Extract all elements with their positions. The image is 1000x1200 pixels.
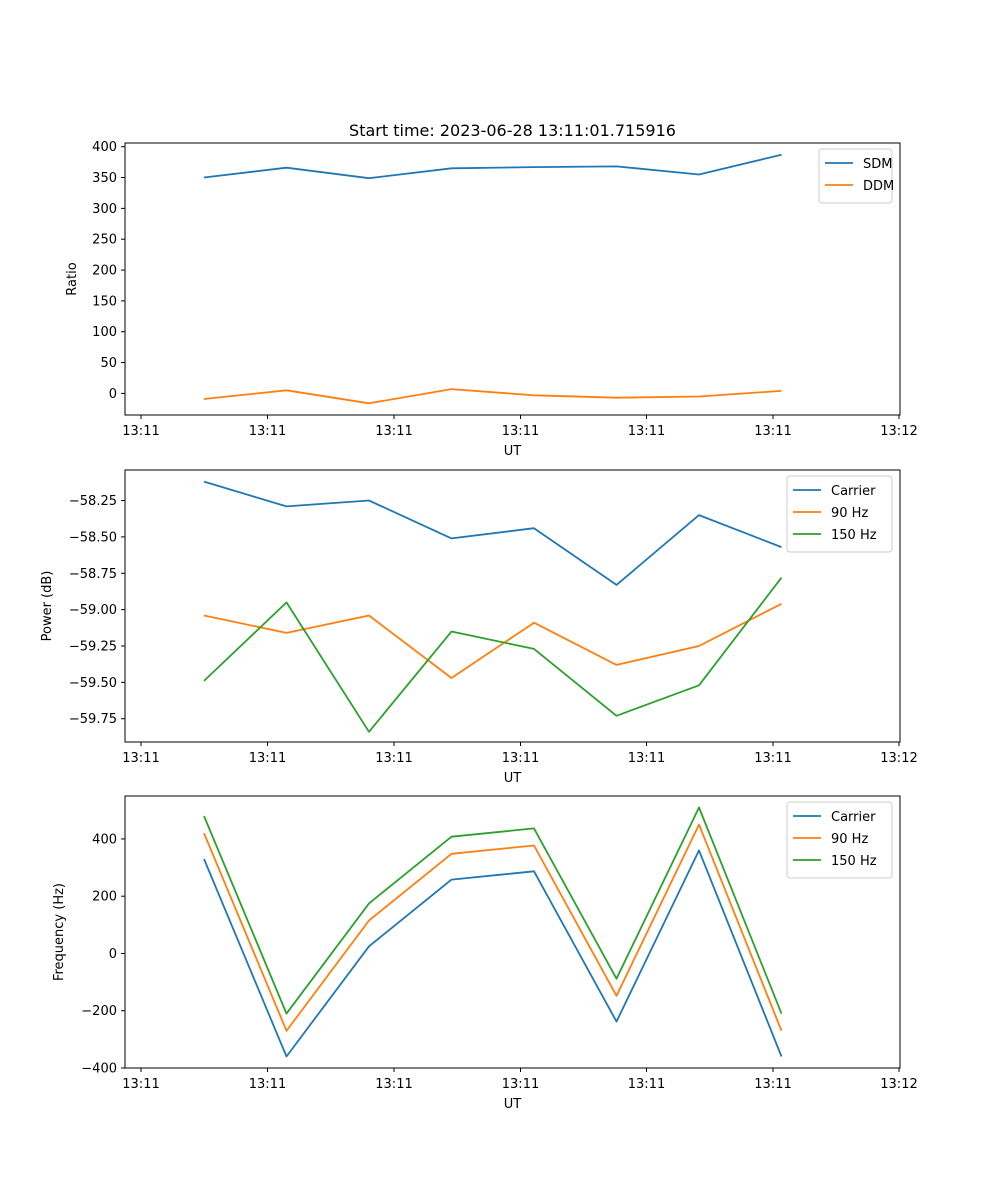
x-tick-label: 13:11 bbox=[249, 424, 286, 439]
y-tick-label: 300 bbox=[92, 202, 117, 217]
panels: 13:11 13:11 13:11 13:11 13:11 13:11 13:12 0 50 10… bbox=[40, 140, 918, 1112]
plot-frame bbox=[124, 469, 901, 743]
y-tick-label: 400 bbox=[92, 140, 117, 155]
x-tick-label: 13:11 bbox=[249, 1077, 286, 1092]
chart-panel-1: 13:11 13:11 13:11 13:11 13:11 13:11 13:12 0 50 10… bbox=[65, 140, 918, 459]
y-tick-label: 100 bbox=[92, 325, 117, 340]
x-tick-label: 13:11 bbox=[502, 1077, 539, 1092]
legend-label: 150 Hz bbox=[831, 528, 877, 543]
legend: Carrier 90 Hz 150 Hz bbox=[786, 475, 893, 553]
x-tick-label: 13:11 bbox=[502, 424, 539, 439]
y-tick-label: 400 bbox=[92, 832, 117, 847]
plot-frame bbox=[124, 795, 901, 1069]
y-tick-label: −400 bbox=[81, 1062, 117, 1077]
series-line-carrier bbox=[203, 480, 782, 586]
x-tick-label: 13:12 bbox=[880, 751, 917, 766]
y-tick-label: 150 bbox=[92, 294, 117, 309]
x-tick-label: 13:11 bbox=[249, 751, 286, 766]
x-tick-label: 13:11 bbox=[122, 424, 159, 439]
y-axis-label: Frequency (Hz) bbox=[52, 883, 67, 981]
y-tick-label: −59.50 bbox=[69, 676, 117, 691]
x-axis-label: UT bbox=[504, 771, 522, 786]
series-line-sdm bbox=[203, 153, 782, 180]
x-tick-label: 13:11 bbox=[628, 751, 665, 766]
y-tick-label: 350 bbox=[92, 171, 117, 186]
x-axis-label: UT bbox=[504, 1097, 522, 1112]
x-axis-label: UT bbox=[504, 444, 522, 459]
figure-title: Start time: 2023-06-28 13:11:01.715916 bbox=[349, 121, 676, 140]
y-tick-label: −58.25 bbox=[69, 494, 117, 509]
y-tick-label: 50 bbox=[100, 356, 117, 371]
x-tick-label: 13:11 bbox=[628, 1077, 665, 1092]
y-tick-label: −58.50 bbox=[69, 530, 117, 545]
x-tick-label: 13:12 bbox=[880, 424, 917, 439]
y-tick-label: −59.00 bbox=[69, 603, 117, 618]
series-line-90-hz bbox=[203, 602, 782, 679]
legend-label: 150 Hz bbox=[831, 854, 877, 869]
y-axis-label: Power (dB) bbox=[40, 571, 55, 642]
y-tick-label: 200 bbox=[92, 264, 117, 279]
x-tick-label: 13:11 bbox=[375, 1077, 412, 1092]
x-tick-label: 13:11 bbox=[375, 751, 412, 766]
legend-label: DDM bbox=[863, 179, 894, 194]
series-line-ddm bbox=[203, 388, 782, 405]
series-line-150-hz bbox=[203, 806, 783, 1015]
x-tick-label: 13:11 bbox=[375, 424, 412, 439]
x-tick-label: 13:11 bbox=[754, 424, 791, 439]
y-tick-label: −200 bbox=[81, 1004, 117, 1019]
x-tick-label: 13:11 bbox=[754, 751, 791, 766]
legend: Carrier 90 Hz 150 Hz bbox=[786, 801, 893, 879]
y-tick-label: 0 bbox=[109, 947, 117, 962]
legend-label: 90 Hz bbox=[831, 506, 868, 521]
legend: SDM DDM bbox=[818, 148, 894, 204]
y-tick-label: −59.25 bbox=[69, 640, 117, 655]
x-tick-label: 13:11 bbox=[754, 1077, 791, 1092]
series-line-carrier bbox=[203, 849, 783, 1058]
series-line-90-hz bbox=[203, 823, 783, 1032]
plot-frame bbox=[124, 142, 901, 416]
y-tick-label: 0 bbox=[109, 387, 117, 402]
legend-label: 90 Hz bbox=[831, 832, 868, 847]
y-tick-label: 200 bbox=[92, 890, 117, 905]
y-tick-label: −59.75 bbox=[69, 712, 117, 727]
chart-panel-2: 13:11 13:11 13:11 13:11 13:11 13:11 13:12 −59.7… bbox=[40, 469, 918, 786]
x-tick-label: 13:11 bbox=[122, 751, 159, 766]
y-axis-label: Ratio bbox=[65, 262, 80, 295]
x-tick-label: 13:12 bbox=[880, 1077, 917, 1092]
x-tick-label: 13:11 bbox=[122, 1077, 159, 1092]
x-tick-label: 13:11 bbox=[502, 751, 539, 766]
chart-panel-3: 13:11 13:11 13:11 13:11 13:11 13:11 13:12 −400 −… bbox=[52, 795, 918, 1112]
legend-label: SDM bbox=[863, 157, 892, 172]
x-tick-label: 13:11 bbox=[628, 424, 665, 439]
legend-label: Carrier bbox=[831, 484, 876, 499]
y-tick-label: −58.75 bbox=[69, 567, 117, 582]
series-line-150-hz bbox=[203, 577, 783, 733]
legend-label: Carrier bbox=[831, 810, 876, 825]
legend-box bbox=[786, 475, 893, 553]
legend-box bbox=[786, 801, 893, 879]
y-tick-label: 250 bbox=[92, 233, 117, 248]
